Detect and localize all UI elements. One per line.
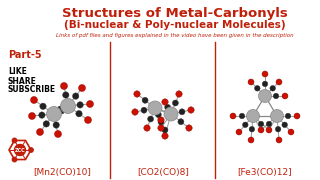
- Circle shape: [188, 107, 194, 113]
- Text: [Fe3(CO)12]: [Fe3(CO)12]: [238, 168, 292, 177]
- Circle shape: [248, 137, 254, 143]
- Circle shape: [142, 97, 148, 103]
- Circle shape: [43, 121, 50, 127]
- Circle shape: [243, 122, 248, 128]
- Circle shape: [155, 112, 161, 118]
- Circle shape: [148, 116, 154, 122]
- Text: [CO2(CO)8]: [CO2(CO)8]: [137, 168, 189, 177]
- Circle shape: [270, 86, 276, 91]
- Circle shape: [57, 106, 63, 112]
- Circle shape: [30, 96, 37, 103]
- Circle shape: [248, 79, 254, 85]
- Circle shape: [162, 99, 168, 105]
- Circle shape: [141, 107, 147, 113]
- Circle shape: [63, 92, 69, 98]
- Text: Structures of Metal-Carbonyls: Structures of Metal-Carbonyls: [62, 6, 288, 19]
- Circle shape: [28, 112, 36, 120]
- Circle shape: [86, 100, 93, 107]
- Circle shape: [249, 126, 255, 132]
- Circle shape: [275, 126, 281, 132]
- Circle shape: [158, 125, 164, 131]
- Circle shape: [273, 93, 279, 99]
- Text: (Bi-nuclear & Poly-nuclear Molecules): (Bi-nuclear & Poly-nuclear Molecules): [64, 20, 286, 30]
- Circle shape: [282, 122, 287, 128]
- Text: Part-5: Part-5: [8, 50, 42, 60]
- Circle shape: [14, 145, 26, 156]
- Circle shape: [285, 113, 291, 119]
- Circle shape: [59, 107, 65, 114]
- Circle shape: [65, 105, 71, 111]
- Text: SUBSCRIBE: SUBSCRIBE: [8, 86, 56, 94]
- Circle shape: [73, 93, 79, 99]
- Circle shape: [40, 103, 46, 109]
- Circle shape: [148, 101, 162, 115]
- Text: [Mn2(CO)10]: [Mn2(CO)10]: [33, 168, 91, 177]
- Circle shape: [39, 112, 45, 118]
- Circle shape: [53, 122, 60, 128]
- Circle shape: [158, 119, 164, 125]
- Circle shape: [259, 89, 271, 102]
- Circle shape: [36, 129, 44, 136]
- Circle shape: [186, 125, 192, 131]
- Circle shape: [12, 157, 17, 162]
- Circle shape: [254, 86, 260, 91]
- Circle shape: [266, 121, 272, 127]
- Circle shape: [282, 93, 288, 99]
- Circle shape: [276, 137, 282, 143]
- Circle shape: [29, 148, 33, 152]
- Circle shape: [172, 100, 179, 106]
- Circle shape: [77, 102, 83, 108]
- Circle shape: [78, 84, 85, 91]
- Circle shape: [134, 91, 140, 97]
- Circle shape: [276, 79, 282, 85]
- Circle shape: [258, 127, 264, 133]
- Circle shape: [179, 109, 185, 115]
- Circle shape: [262, 81, 268, 87]
- Circle shape: [178, 119, 184, 125]
- Circle shape: [262, 71, 268, 77]
- Circle shape: [12, 138, 17, 143]
- Circle shape: [288, 129, 294, 135]
- Circle shape: [162, 133, 168, 139]
- Circle shape: [165, 104, 171, 110]
- Circle shape: [258, 121, 264, 127]
- Text: Links of pdf files and figures explained in the video have been given in the des: Links of pdf files and figures explained…: [56, 33, 294, 39]
- Circle shape: [60, 82, 68, 89]
- Text: ZCC: ZCC: [15, 147, 25, 152]
- Circle shape: [84, 116, 92, 123]
- Circle shape: [164, 107, 178, 121]
- Circle shape: [46, 107, 61, 122]
- Circle shape: [246, 109, 260, 123]
- Circle shape: [144, 125, 150, 131]
- Circle shape: [51, 109, 58, 116]
- Text: SHARE: SHARE: [8, 76, 37, 86]
- Circle shape: [230, 113, 236, 119]
- Circle shape: [54, 130, 61, 138]
- Text: LIKE: LIKE: [8, 68, 27, 76]
- Circle shape: [132, 109, 138, 115]
- Circle shape: [239, 113, 245, 119]
- Circle shape: [236, 129, 242, 135]
- Circle shape: [176, 91, 182, 97]
- Circle shape: [60, 98, 76, 114]
- Circle shape: [158, 117, 164, 123]
- Circle shape: [294, 113, 300, 119]
- Circle shape: [162, 127, 168, 133]
- Circle shape: [270, 109, 284, 123]
- Circle shape: [76, 111, 82, 117]
- Circle shape: [266, 127, 272, 133]
